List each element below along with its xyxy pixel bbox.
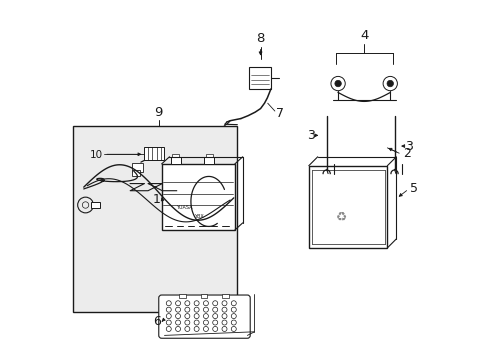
Bar [132,163,142,172]
Bar [162,164,234,230]
Text: 2: 2 [402,147,410,160]
Text: 8: 8 [256,32,264,45]
Text: 4: 4 [359,29,367,42]
Bar [172,154,179,157]
Text: 6: 6 [153,315,161,328]
FancyBboxPatch shape [159,295,250,338]
Bar [91,202,100,208]
Circle shape [334,80,341,87]
Text: 1: 1 [153,193,161,206]
Bar [144,147,164,160]
Bar [205,154,213,157]
Text: 7: 7 [276,107,284,120]
Text: 3: 3 [306,129,314,142]
Text: YBX: YBX [193,213,203,219]
Text: 10: 10 [89,150,102,160]
Bar [204,157,214,164]
Text: ♻: ♻ [335,210,346,223]
Text: 9: 9 [154,105,163,119]
Bar [201,294,207,298]
Bar [308,166,386,248]
Text: YUASA: YUASA [176,204,192,210]
Bar [248,67,270,89]
Bar [132,170,140,176]
Bar [179,294,185,298]
Circle shape [386,80,393,87]
Bar [222,294,228,298]
Bar [73,126,237,312]
Bar [170,157,180,164]
Text: 3: 3 [404,140,412,153]
Text: 5: 5 [409,183,417,195]
